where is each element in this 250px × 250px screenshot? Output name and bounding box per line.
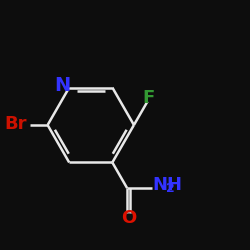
Text: O: O — [121, 209, 136, 227]
Text: Br: Br — [4, 115, 27, 133]
Text: 2: 2 — [166, 182, 175, 195]
Text: F: F — [142, 89, 155, 107]
Text: N: N — [54, 76, 70, 94]
Text: NH: NH — [152, 176, 182, 194]
